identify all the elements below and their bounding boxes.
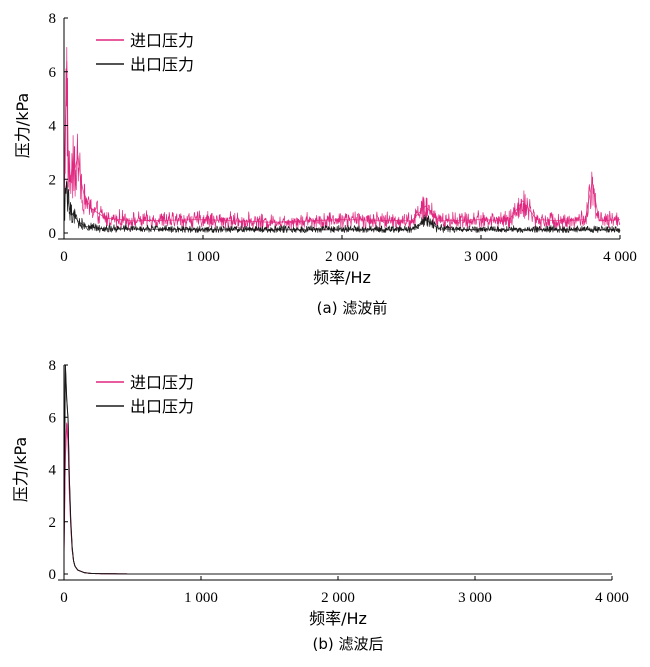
series-line-inlet-pressure xyxy=(63,46,621,231)
y-tick-label: 8 xyxy=(49,11,57,27)
x-tick-label: 3 000 xyxy=(458,590,492,606)
y-tick-label: 4 xyxy=(49,463,57,479)
y-tick-label: 6 xyxy=(49,65,57,81)
x-axis-title: 频率/Hz xyxy=(313,268,371,287)
x-axis-title: 频率/Hz xyxy=(309,609,367,628)
x-tick-label: 0 xyxy=(60,590,68,606)
y-tick-label: 6 xyxy=(49,410,57,426)
series-peaks-inlet-pressure xyxy=(63,60,621,223)
legend-label-inlet: 进口压力 xyxy=(130,373,194,392)
x-tick-label: 2 000 xyxy=(325,249,359,265)
figure-caption: (b) 滤波后 xyxy=(313,635,384,653)
figure-caption: (a) 滤波前 xyxy=(317,299,388,317)
chart-b: 0 2 4 6 8 0 1 000 2 000 3 000 4 000 频率/Hz 压力/kPa (b)… xyxy=(11,358,629,653)
series-peaks-outlet-pressure xyxy=(63,364,612,575)
y-tick-label: 0 xyxy=(49,226,57,242)
y-tick-label: 4 xyxy=(49,119,57,135)
x-tick-label: 1 000 xyxy=(184,590,218,606)
series-peaks-inlet-pressure xyxy=(63,422,612,575)
chart-a: 0 2 4 6 8 0 1 000 2 000 3 000 4 000 频率/Hz 压力/kPa (a)… xyxy=(13,11,637,317)
y-tick-label: 2 xyxy=(49,515,57,531)
series-peaks-outlet-pressure xyxy=(63,181,620,231)
y-tick-label: 0 xyxy=(49,567,57,583)
y-axis-title: 压力/kPa xyxy=(11,437,30,502)
y-tick-label: 8 xyxy=(49,358,57,374)
series-line-outlet-pressure xyxy=(63,180,621,233)
x-tick-label: 4 000 xyxy=(603,249,637,265)
series-line-inlet-pressure xyxy=(63,423,612,575)
x-tick-label: 2 000 xyxy=(321,590,355,606)
x-tick-label: 3 000 xyxy=(464,249,498,265)
x-tick-label: 4 000 xyxy=(595,590,629,606)
legend-label-inlet: 进口压力 xyxy=(130,31,194,50)
x-tick-label: 1 000 xyxy=(186,249,220,265)
legend-label-outlet: 出口压力 xyxy=(130,55,194,74)
legend-label-outlet: 出口压力 xyxy=(130,397,194,416)
x-tick-label: 0 xyxy=(60,249,68,265)
y-axis-title: 压力/kPa xyxy=(13,93,32,158)
y-tick-label: 2 xyxy=(49,172,57,188)
